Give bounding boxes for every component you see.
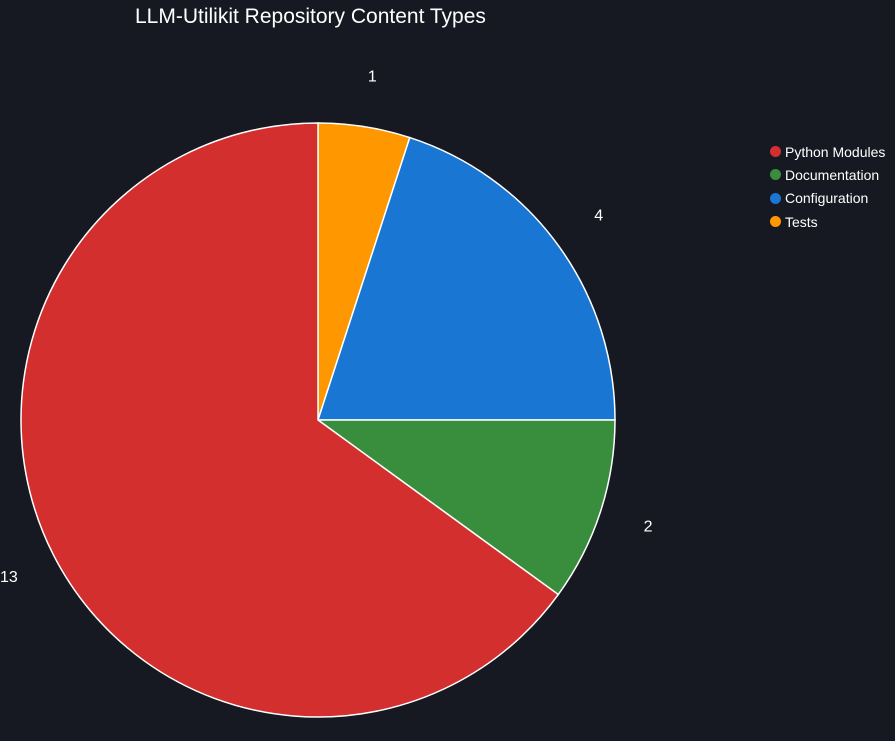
pie-slice-configuration[interactable]: [316, 136, 616, 421]
pie-slice-documentation[interactable]: [315, 419, 616, 596]
pie-slices: [20, 122, 616, 718]
slice-value-label-tests: 1: [368, 68, 377, 85]
legend-item-configuration[interactable]: Configuration: [770, 187, 892, 210]
legend-item-tests[interactable]: Tests: [770, 210, 892, 233]
pie-slice-python-modules[interactable]: [20, 122, 560, 718]
slice-value-label-configuration: 4: [594, 207, 603, 224]
legend-label: Tests: [785, 213, 818, 230]
chart-legend: Python Modules Documentation Configuration…: [770, 140, 892, 233]
legend-swatch-icon: [770, 216, 781, 228]
legend-item-python-modules[interactable]: Python Modules: [770, 140, 892, 163]
slice-value-label-documentation: 2: [644, 518, 653, 535]
legend-label: Configuration: [785, 190, 869, 207]
legend-swatch-icon: [770, 192, 781, 204]
legend-label: Python Modules: [785, 143, 886, 160]
pie-value-labels: 1 4 2 13: [0, 68, 653, 585]
chart-title: LLM-Utilikit Repository Content Types: [135, 5, 486, 28]
legend-label: Documentation: [785, 166, 880, 183]
slice-value-label-python-modules: 13: [0, 569, 18, 586]
legend-swatch-icon: [770, 169, 781, 181]
legend-item-documentation[interactable]: Documentation: [770, 163, 892, 186]
legend-swatch-icon: [770, 146, 781, 158]
